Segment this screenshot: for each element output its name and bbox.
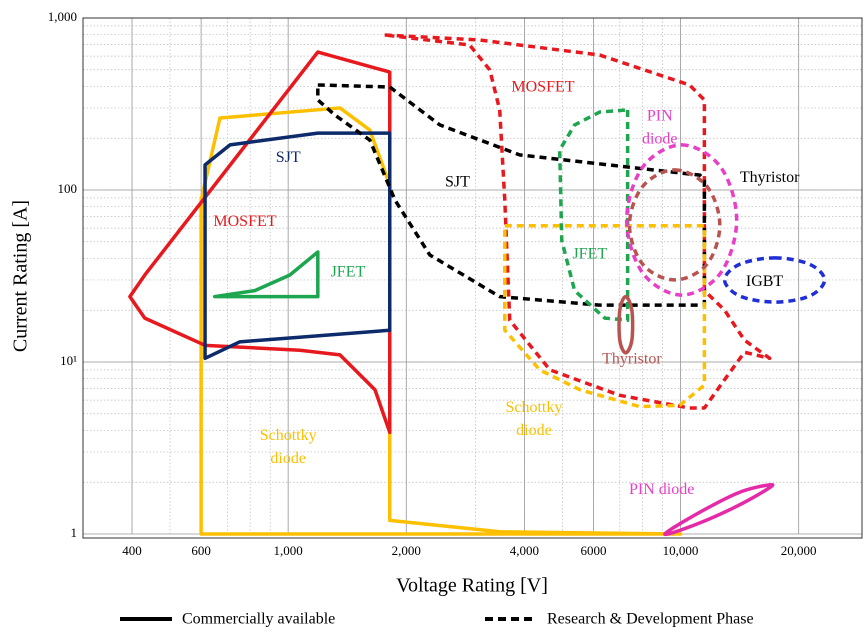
region-label: MOSFET	[213, 213, 276, 230]
x-tick-label: 1,000	[274, 543, 303, 558]
region-outline	[316, 83, 707, 307]
region-label: MOSFET	[511, 79, 574, 96]
x-tick-label: 6000	[581, 543, 607, 558]
region-outline	[128, 50, 392, 435]
region-outline	[503, 223, 707, 409]
region-outline	[627, 168, 722, 282]
y-axis-label: Current Rating [A]	[10, 200, 32, 352]
x-tick-label: 600	[191, 543, 211, 558]
y-tick-label: 10¹	[60, 353, 77, 368]
region-label: Thyristor	[740, 169, 800, 186]
region-outline	[663, 482, 775, 537]
x-tick-label: 4,000	[510, 543, 539, 558]
y-tick-label: 100	[58, 181, 78, 196]
y-tick-label: 1	[71, 525, 78, 540]
region-label: diode	[516, 422, 552, 439]
region-label: Thyristor	[602, 350, 662, 367]
region-label: SJT	[445, 174, 470, 191]
x-tick-label: 2,000	[392, 543, 421, 558]
region-label: Schottky	[505, 399, 562, 416]
region-label: Schottky	[260, 427, 317, 444]
region-outline	[203, 131, 392, 361]
x-axis-label: Voltage Rating [V]	[396, 575, 548, 597]
region-label: IGBT	[746, 273, 784, 290]
x-tick-label: 20,000	[781, 543, 817, 558]
region-outline	[213, 250, 320, 299]
region-outline	[199, 106, 683, 536]
x-tick-label: 400	[122, 543, 142, 558]
region-label: PIN diode	[629, 481, 694, 498]
region-label: JFET	[572, 245, 607, 262]
x-tick-label: 10,000	[663, 543, 699, 558]
region-label: PIN	[647, 107, 673, 124]
region-label: SJT	[276, 149, 301, 166]
region-outline	[624, 143, 739, 297]
plot-frame	[82, 17, 863, 539]
region-label: diode	[642, 130, 678, 147]
region-outline	[617, 294, 635, 355]
legend-label: Commercially available	[182, 611, 335, 628]
region-label: JFET	[331, 263, 366, 280]
legend-label: Research & Development Phase	[547, 611, 754, 628]
region-label: diode	[270, 450, 306, 467]
y-tick-label: 1,000	[48, 9, 77, 24]
region-outline	[382, 33, 772, 410]
